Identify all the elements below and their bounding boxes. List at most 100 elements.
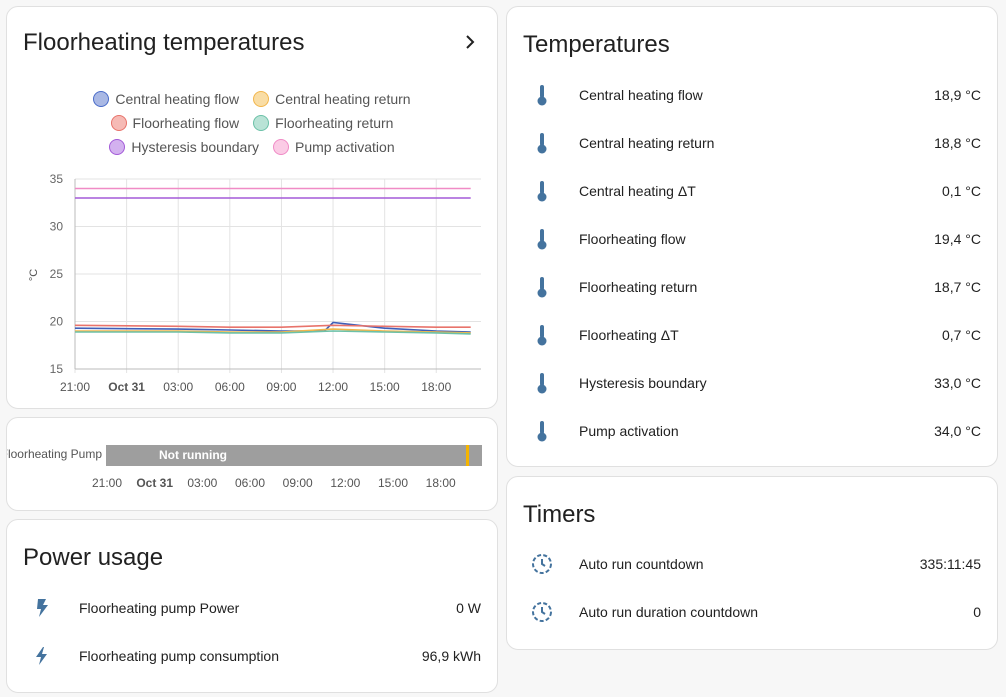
timer-outline-icon	[531, 601, 553, 623]
series-line	[75, 330, 471, 335]
thermometer-icon	[531, 372, 553, 394]
x-tick-label: Oct 31	[108, 380, 145, 394]
legend-item[interactable]: Floorheating return	[253, 115, 393, 131]
x-tick-label: 18:00	[426, 476, 456, 490]
legend-item[interactable]: Hysteresis boundary	[109, 139, 259, 155]
temperatures-card: Temperatures Central heating flow 18,9 °C…	[506, 6, 998, 467]
entity-row[interactable]: Pump activation 34,0 °C	[507, 407, 997, 455]
entity-value: 18,7 °C	[934, 279, 981, 295]
legend-item[interactable]: Floorheating flow	[110, 115, 240, 131]
y-tick-label: 35	[50, 172, 64, 186]
series-line	[74, 324, 471, 328]
series-line	[75, 328, 471, 334]
x-axis-ticks: 21:00 Oct 31 03:00 06:00 09:00 12:00 15:00 18:0…	[60, 380, 452, 394]
y-tick-label: 20	[50, 315, 64, 329]
card-title: Timers	[523, 501, 596, 528]
y-tick-label: 30	[50, 220, 64, 234]
pump-label: Floorheating Pump	[6, 447, 102, 461]
legend-item[interactable]: Central heating flow	[93, 91, 239, 107]
entity-row[interactable]: Floorheating pump consumption 96,9 kWh	[7, 632, 497, 680]
x-tick-label: 06:00	[215, 380, 245, 394]
entity-row[interactable]: Auto run duration countdown 0	[507, 588, 997, 636]
x-tick-label: 15:00	[370, 380, 400, 394]
y-axis-ticks: 35 30 25 20 15	[50, 172, 64, 376]
timers-card: Timers Auto run countdown 335:11:45 Auto r…	[506, 476, 998, 650]
thermometer-icon	[531, 132, 553, 154]
entity-name: Floorheating flow	[579, 231, 686, 247]
pump-timeline-card: Floorheating Pump Not running 21:00 Oct 3…	[6, 417, 498, 511]
chart-grid	[74, 178, 481, 373]
entity-value: 19,4 °C	[934, 231, 981, 247]
chart-lines	[74, 187, 471, 335]
entity-row[interactable]: Central heating flow 18,9 °C	[507, 71, 997, 119]
entity-row[interactable]: Central heating return 18,8 °C	[507, 119, 997, 167]
entity-name: Floorheating ΔT	[579, 327, 679, 343]
thermometer-icon	[531, 420, 553, 442]
entity-row[interactable]: Floorheating ΔT 0,7 °C	[507, 311, 997, 359]
entity-row[interactable]: Central heating ΔT 0,1 °C	[507, 167, 997, 215]
legend-label: Central heating return	[275, 91, 411, 107]
card-title: Floorheating temperatures	[23, 29, 305, 56]
entity-value: 18,8 °C	[934, 135, 981, 151]
entity-name: Floorheating pump consumption	[79, 648, 280, 664]
legend-label: Pump activation	[295, 139, 395, 155]
y-axis-label: °C	[28, 269, 40, 281]
legend-swatch	[93, 91, 110, 107]
legend-item[interactable]: Central heating return	[253, 91, 411, 107]
floorheating-temperatures-card: Floorheating temperatures Central heatin…	[6, 6, 498, 409]
entity-name: Central heating ΔT	[579, 183, 696, 199]
x-tick-label: 21:00	[92, 476, 122, 490]
legend-label: Floorheating return	[275, 115, 394, 131]
entity-value: 96,9 kWh	[421, 648, 481, 664]
entity-name: Central heating return	[579, 135, 715, 151]
x-tick-label: 06:00	[235, 476, 265, 490]
legend-item[interactable]: Pump activation	[273, 139, 395, 155]
entity-name: Auto run countdown	[579, 556, 704, 572]
legend-swatch	[253, 115, 270, 131]
power-usage-card: Power usage Floorheating pump Power 0 W …	[6, 519, 498, 693]
x-tick-label: 15:00	[378, 476, 408, 490]
entity-row[interactable]: Floorheating flow 19,4 °C	[507, 215, 997, 263]
entity-value: 0,7 °C	[941, 327, 981, 343]
entity-value: 0 W	[456, 600, 481, 616]
entity-value: 0,1 °C	[941, 183, 981, 199]
entity-row[interactable]: Auto run countdown 335:11:45	[507, 540, 997, 588]
entity-value: 18,9 °C	[934, 87, 981, 103]
legend-swatch	[109, 139, 126, 155]
x-tick-label: 09:00	[266, 380, 296, 394]
legend-label: Hysteresis boundary	[131, 139, 259, 155]
thermometer-icon	[531, 180, 553, 202]
legend-label: Central heating flow	[115, 91, 240, 107]
card-title: Power usage	[23, 544, 164, 571]
y-tick-label: 25	[50, 267, 64, 281]
x-tick-label: 09:00	[283, 476, 313, 490]
entity-value: 335:11:45	[919, 556, 981, 572]
temperature-line-chart[interactable]: 35 30 25 20 15 21:00 Oct 31 03:00 06:00 09:00 12:…	[7, 163, 497, 403]
entity-name: Central heating flow	[579, 87, 703, 103]
pump-state-bar[interactable]: Not running	[106, 445, 482, 466]
thermometer-icon	[531, 276, 553, 298]
entity-value: 0	[973, 604, 981, 620]
x-tick-label: 12:00	[330, 476, 360, 490]
pump-state-label: Not running	[159, 448, 227, 462]
thermometer-icon	[531, 228, 553, 250]
x-tick-label: Oct 31	[136, 476, 173, 490]
legend-swatch	[110, 115, 127, 131]
pump-x-axis-ticks: 21:00 Oct 31 03:00 06:00 09:00 12:00 15:00 18:0…	[92, 476, 456, 490]
x-tick-label: 03:00	[187, 476, 217, 490]
pump-active-marker	[466, 445, 469, 466]
legend-label: Floorheating flow	[132, 115, 240, 131]
entity-name: Floorheating pump Power	[79, 600, 240, 616]
x-tick-label: 21:00	[60, 380, 90, 394]
entity-name: Floorheating return	[579, 279, 698, 295]
entity-value: 34,0 °C	[934, 423, 981, 439]
x-tick-label: 03:00	[163, 380, 193, 394]
flash-icon	[31, 597, 53, 619]
timer-outline-icon	[531, 553, 553, 575]
chevron-right-icon[interactable]	[463, 35, 477, 49]
thermometer-icon	[531, 84, 553, 106]
entity-row[interactable]: Floorheating pump Power 0 W	[7, 584, 497, 632]
entity-name: Auto run duration countdown	[579, 604, 759, 620]
entity-row[interactable]: Floorheating return 18,7 °C	[507, 263, 997, 311]
entity-row[interactable]: Hysteresis boundary 33,0 °C	[507, 359, 997, 407]
